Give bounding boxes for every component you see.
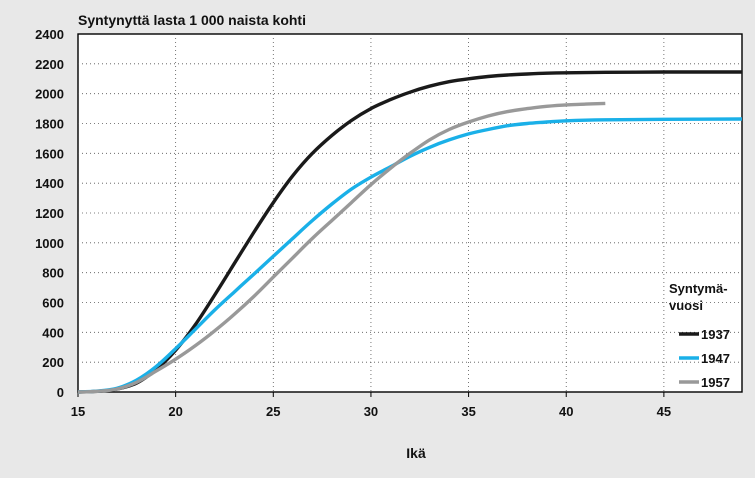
legend-label-1937: 1937 <box>701 327 730 342</box>
y-tick-label: 400 <box>42 325 64 340</box>
y-tick-label: 800 <box>42 266 64 281</box>
y-tick-label: 200 <box>42 355 64 370</box>
legend-label-1957: 1957 <box>701 375 730 390</box>
x-tick-label: 25 <box>266 404 280 419</box>
y-tick-label: 1800 <box>35 117 64 132</box>
legend-title: vuosi <box>669 298 703 313</box>
y-tick-label: 1000 <box>35 236 64 251</box>
chart-title: Syntynyttä lasta 1 000 naista kohti <box>78 12 306 28</box>
x-axis-label: Ikä <box>406 445 426 461</box>
y-tick-label: 2400 <box>35 27 64 42</box>
y-tick-label: 2200 <box>35 57 64 72</box>
plot-area: 0 200 400 600 800 1000 1200 1400 1600 1800 2000 220… <box>35 27 743 419</box>
y-tick-label: 1400 <box>35 176 64 191</box>
x-tick-label: 20 <box>168 404 182 419</box>
y-tick-label: 1600 <box>35 146 64 161</box>
y-tick-label: 600 <box>42 296 64 311</box>
y-tick-label: 2000 <box>35 87 64 102</box>
series-line-1957 <box>77 101 606 394</box>
x-tick-label: 40 <box>559 404 573 419</box>
y-tick-label: 1200 <box>35 206 64 221</box>
x-tick-label: 30 <box>364 404 378 419</box>
legend-title: Syntymä- <box>669 281 728 296</box>
y-tick-label: 0 <box>57 385 64 400</box>
legend-label-1947: 1947 <box>701 351 730 366</box>
x-tick-label: 15 <box>71 404 85 419</box>
x-tick-label: 35 <box>461 404 475 419</box>
series-line-1947 <box>77 117 743 394</box>
x-tick-label: 45 <box>657 404 671 419</box>
